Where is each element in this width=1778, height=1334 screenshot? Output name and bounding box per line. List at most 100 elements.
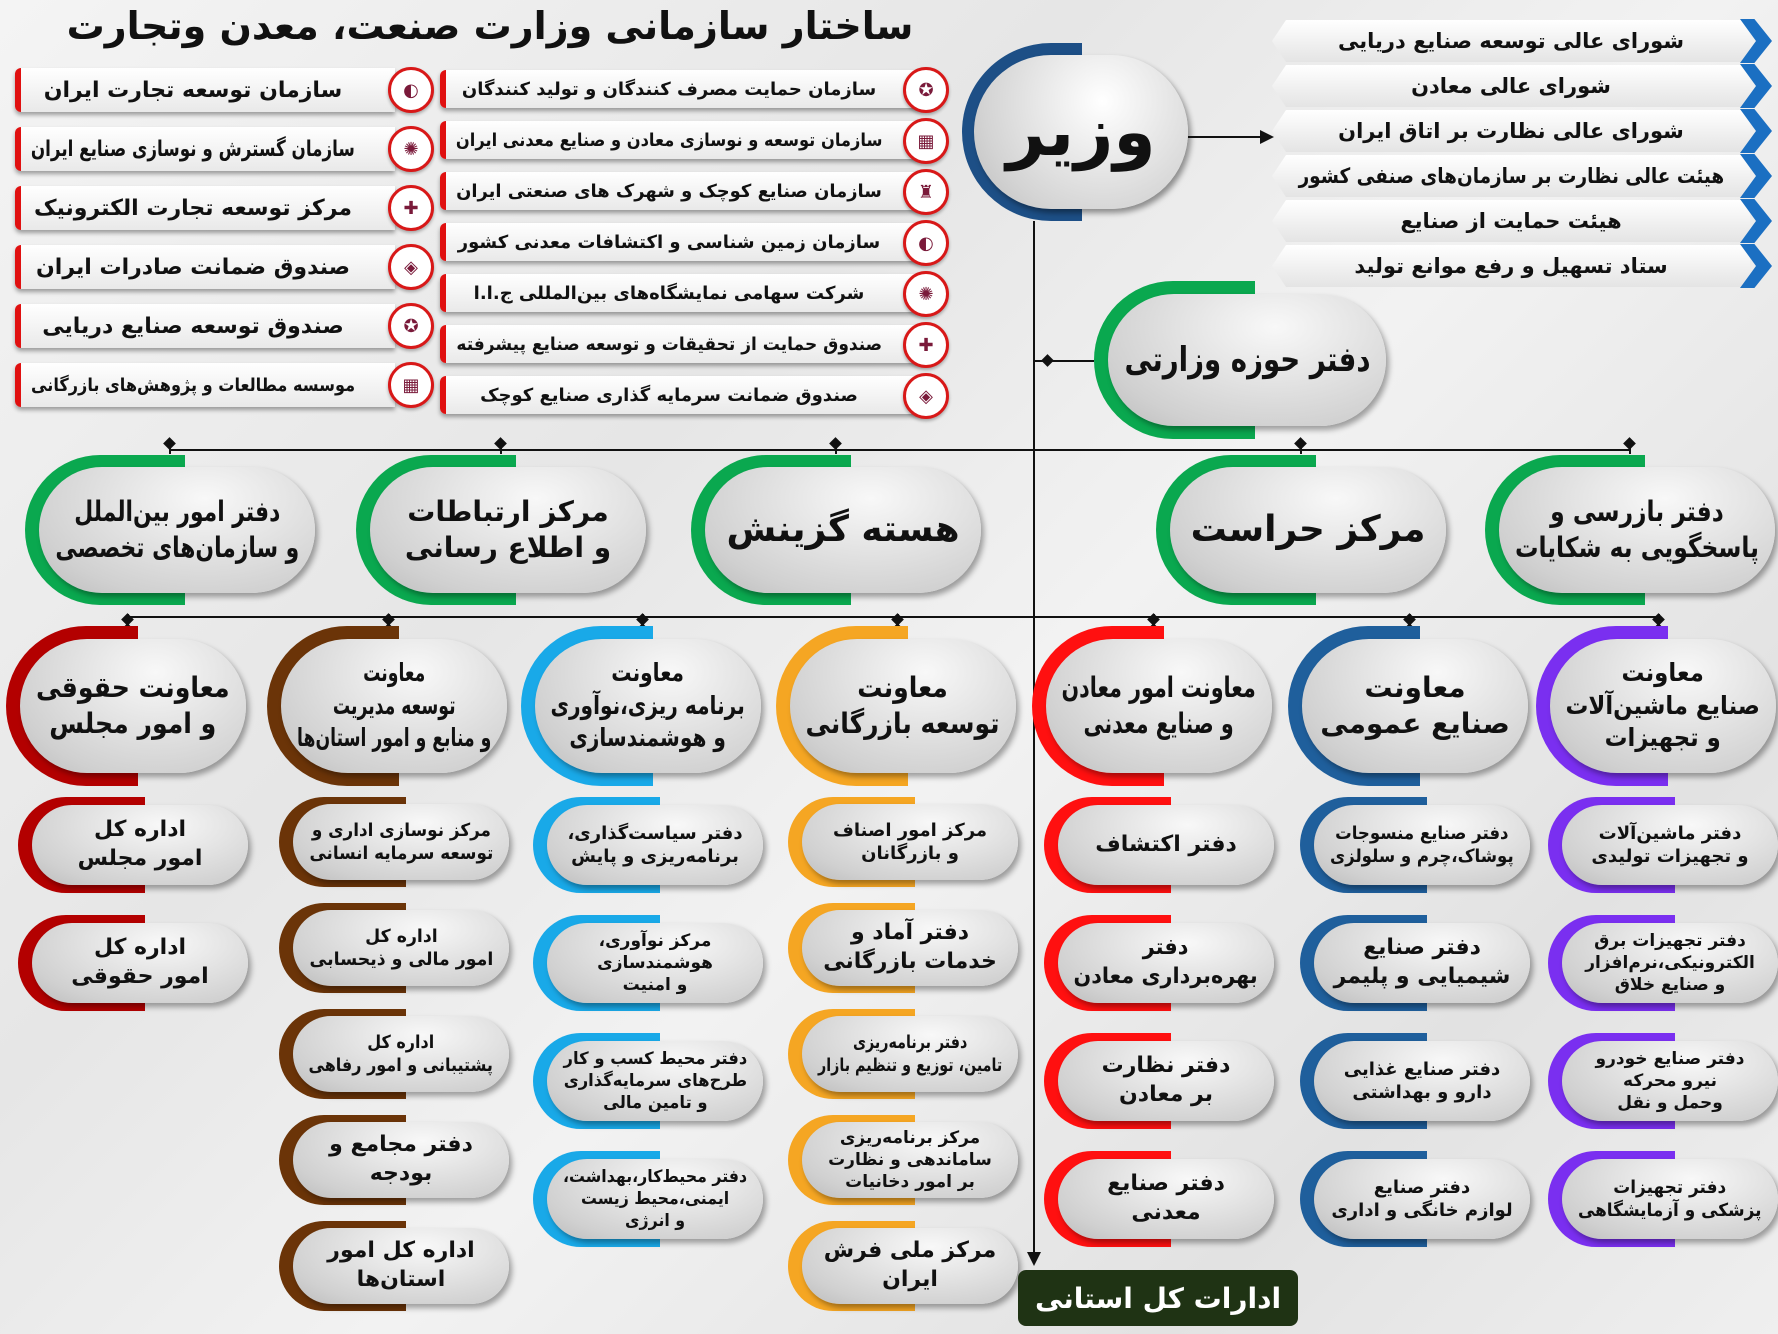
deputy-box[interactable]: معاونت امور معادن و صنایع معدنی bbox=[1032, 626, 1272, 786]
staff-unit-box[interactable]: مرکز حراست bbox=[1156, 455, 1446, 605]
organization-logo-icon: ♜ bbox=[903, 169, 949, 215]
organization-item[interactable]: سازمان توسعه تجارت ایران bbox=[15, 68, 395, 112]
deputy-box-label: معاونت توسعه بازرگانی bbox=[790, 638, 1016, 774]
department-box[interactable]: مرکز نوآوری، هوشمندسازی و امنیت bbox=[533, 915, 763, 1011]
organization-item[interactable]: صندوق ضمانت صادرات ایران bbox=[15, 245, 395, 289]
department-box-label: دفتر اکتشاف bbox=[1058, 804, 1274, 886]
department-box-text: دفتر محیط کسب و کار طرح‌های سرمایه‌گذاری… bbox=[563, 1048, 747, 1114]
department-box[interactable]: اداره کل امور استان‌ها bbox=[279, 1221, 509, 1311]
organization-name: صندوق ضمانت سرمایه گذاری صنایع کوچک bbox=[480, 384, 858, 406]
deputy-box-label: معاونت امور معادن و صنایع معدنی bbox=[1046, 638, 1272, 774]
organization-name: سازمان صنایع کوچک و شهرک های صنعتی ایران bbox=[456, 180, 882, 202]
deputy-box[interactable]: معاونت توسعه بازرگانی bbox=[776, 626, 1016, 786]
department-box[interactable]: مرکز نوسازی اداری و توسعه سرمایه انسانی bbox=[279, 797, 509, 887]
department-box[interactable]: اداره کل امور حقوقی bbox=[18, 915, 248, 1011]
department-box[interactable]: مرکز امور اصناف و بازرگانان bbox=[788, 797, 1018, 887]
department-box-text: اداره کل امور مالی و ذیحسابی bbox=[309, 925, 493, 970]
council-item[interactable]: شورای عالی توسعه صنایع دریایی bbox=[1272, 20, 1750, 62]
department-box[interactable]: دفتر سیاست‌گذاری، برنامه‌ریزی و پایش bbox=[533, 797, 763, 893]
organization-item[interactable]: موسسه مطالعات و پژوهش‌های بازرگانی bbox=[15, 363, 395, 407]
department-box[interactable]: مرکز ملی فرش ایران bbox=[788, 1221, 1018, 1311]
deputy-box[interactable]: معاونت صنایع عمومی bbox=[1288, 626, 1528, 786]
deputy-box[interactable]: معاونت حقوقی و امور مجلس bbox=[6, 626, 246, 786]
organization-item[interactable]: سازمان زمین شناسی و اکتشافات معدنی کشور bbox=[440, 223, 922, 261]
department-box-label: اداره کل پشتیبانی و امور رفاهی bbox=[293, 1016, 509, 1092]
connector-diamond-icon bbox=[494, 437, 507, 450]
department-box-text: دفتر محیط‌کار،بهداشت، ایمنی،محیط زیست و … bbox=[562, 1166, 748, 1232]
department-box[interactable]: دفتر برنامه‌ریزی تامین، توزیع و تنظیم با… bbox=[788, 1009, 1018, 1099]
department-box[interactable]: دفتر بهره‌برداری معادن bbox=[1044, 915, 1274, 1011]
provincial-offices-box[interactable]: ادارات کل استانی bbox=[1018, 1270, 1298, 1326]
organization-item[interactable]: صندوق ضمانت سرمایه گذاری صنایع کوچک bbox=[440, 376, 922, 414]
department-box-label: دفتر صنایع معدنی bbox=[1058, 1158, 1274, 1240]
department-box[interactable]: دفتر محیط‌کار،بهداشت، ایمنی،محیط زیست و … bbox=[533, 1151, 763, 1247]
department-box[interactable]: دفتر آماد و خدمات بازرگانی bbox=[788, 903, 1018, 993]
department-box[interactable]: اداره کل پشتیبانی و امور رفاهی bbox=[279, 1009, 509, 1099]
department-box-label: دفتر محیط‌کار،بهداشت، ایمنی،محیط زیست و … bbox=[547, 1158, 763, 1240]
organization-item[interactable]: مرکز توسعه تجارت الکترونیک bbox=[15, 186, 395, 230]
department-box[interactable]: اداره کل امور مالی و ذیحسابی bbox=[279, 903, 509, 993]
organization-logo-icon: ✺ bbox=[903, 271, 949, 317]
organization-item[interactable]: سازمان حمایت مصرف کنندگان و تولید کنندگا… bbox=[440, 70, 922, 108]
provincial-offices-text: ادارات کل استانی bbox=[1034, 1281, 1282, 1315]
department-box[interactable]: دفتر صنایع منسوجات پوشاک،چرم و سلولزی bbox=[1300, 797, 1530, 893]
organization-logo-icon: ✚ bbox=[903, 322, 949, 368]
department-box[interactable]: دفتر صنایع شیمیایی و پلیمر bbox=[1300, 915, 1530, 1011]
organization-logo-icon: ✚ bbox=[388, 185, 434, 231]
organization-item[interactable]: سازمان توسعه و نوسازی معادن و صنایع معدن… bbox=[440, 121, 922, 159]
organization-item[interactable]: صندوق توسعه صنایع دریایی bbox=[15, 304, 395, 348]
department-box[interactable]: دفتر صنایع معدنی bbox=[1044, 1151, 1274, 1247]
organization-item[interactable]: سازمان گسترش و نوسازی صنایع ایران bbox=[15, 127, 395, 171]
council-name: هیئت عالی نظارت بر سازمان‌های صنفی کشور bbox=[1298, 164, 1724, 188]
staff-unit-box[interactable]: دفتر امور بین‌الملل و سازمان‌های تخصصی bbox=[25, 455, 315, 605]
deputy-box[interactable]: معاونت برنامه ریزی،نوآوری و هوشمندسازی bbox=[521, 626, 761, 786]
council-item[interactable]: ستاد تسهیل و رفع موانع تولید bbox=[1272, 245, 1750, 287]
organization-item[interactable]: سازمان صنایع کوچک و شهرک های صنعتی ایران bbox=[440, 172, 922, 210]
department-box[interactable]: اداره کل امور مجلس bbox=[18, 797, 248, 893]
deputy-box[interactable]: معاونت صنایع ماشین‌آلات و تجهیزات bbox=[1536, 626, 1776, 786]
department-box[interactable]: دفتر اکتشاف bbox=[1044, 797, 1274, 893]
department-box-label: مرکز برنامه‌ریزی ساماندهی و نظارت بر امو… bbox=[802, 1122, 1018, 1198]
deputy-box-label: معاونت صنایع ماشین‌آلات و تجهیزات bbox=[1550, 638, 1776, 774]
organization-item[interactable]: شرکت سهامی نمایشگاه‌های بین‌المللی ج.ا.ا bbox=[440, 274, 922, 312]
department-box-label: دفتر نظارت بر معادن bbox=[1058, 1040, 1274, 1122]
department-box[interactable]: دفتر تجهیزات برق الکترونیکی،نرم‌افزار و … bbox=[1548, 915, 1778, 1011]
council-item[interactable]: شورای عالی معادن bbox=[1272, 65, 1750, 107]
organization-name: مرکز توسعه تجارت الکترونیک bbox=[33, 195, 353, 221]
department-box[interactable]: دفتر صنایع لوازم خانگی و اداری bbox=[1300, 1151, 1530, 1247]
department-box-label: دفتر سیاست‌گذاری، برنامه‌ریزی و پایش bbox=[547, 804, 763, 886]
deputy-box-text: معاونت توسعه بازرگانی bbox=[805, 670, 1001, 740]
council-item[interactable]: هیئت عالی نظارت بر سازمان‌های صنفی کشور bbox=[1272, 155, 1750, 197]
staff-unit-box-label: مرکز ارتباطات و اطلاع رسانی bbox=[370, 467, 646, 593]
department-box[interactable]: دفتر نظارت بر معادن bbox=[1044, 1033, 1274, 1129]
arrow-head-icon bbox=[1027, 1252, 1041, 1266]
council-name: شورای عالی معادن bbox=[1411, 74, 1611, 98]
deputy-box[interactable]: معاونت توسعه مدیریت و منابع و امور استان… bbox=[267, 626, 507, 786]
connector-diamond-icon bbox=[1623, 437, 1636, 450]
department-box[interactable]: دفتر محیط کسب و کار طرح‌های سرمایه‌گذاری… bbox=[533, 1033, 763, 1129]
connector-diamond-icon bbox=[1294, 437, 1307, 450]
council-item[interactable]: هیئت حمایت از صنایع bbox=[1272, 200, 1750, 242]
department-box[interactable]: دفتر صنایع غذایی دارو و بهداشتی bbox=[1300, 1033, 1530, 1129]
department-box-label: اداره کل امور حقوقی bbox=[32, 922, 248, 1004]
department-box[interactable]: دفتر ماشین‌آلات و تجهیزات تولیدی bbox=[1548, 797, 1778, 893]
department-box[interactable]: دفتر تجهیزات پزشکی و آزمایشگاهی bbox=[1548, 1151, 1778, 1247]
page-title: ساختار سازمانی وزارت صنعت، معدن وتجارت bbox=[40, 0, 940, 52]
department-box-label: دفتر صنایع غذایی دارو و بهداشتی bbox=[1314, 1040, 1530, 1122]
department-box-text: دفتر نظارت بر معادن bbox=[1101, 1053, 1231, 1107]
department-box-text: دفتر مجامع و بودجه bbox=[329, 1132, 473, 1186]
staff-unit-box-label: مرکز حراست bbox=[1170, 467, 1446, 593]
staff-unit-box[interactable]: مرکز ارتباطات و اطلاع رسانی bbox=[356, 455, 646, 605]
minister-office-box[interactable]: دفتر حوزه وزارتی bbox=[1094, 281, 1386, 439]
department-box-text: دفتر برنامه‌ریزی تامین، توزیع و تنظیم با… bbox=[817, 1031, 1003, 1076]
department-box-text: دفتر تجهیزات پزشکی و آزمایشگاهی bbox=[1578, 1176, 1762, 1221]
department-box[interactable]: دفتر صنایع خودرو نیرو محرکه وحمل و نقل bbox=[1548, 1033, 1778, 1129]
staff-unit-box[interactable]: دفتر بازرسی و پاسخگویی به شکایات bbox=[1485, 455, 1775, 605]
council-item[interactable]: شورای عالی نظارت بر اتاق ایران bbox=[1272, 110, 1750, 152]
department-box[interactable]: دفتر مجامع و بودجه bbox=[279, 1115, 509, 1205]
department-box[interactable]: مرکز برنامه‌ریزی ساماندهی و نظارت بر امو… bbox=[788, 1115, 1018, 1205]
minister-box[interactable]: وزیر bbox=[962, 43, 1188, 221]
staff-unit-box[interactable]: هسته گزینش bbox=[691, 455, 981, 605]
organization-item[interactable]: صندوق حمایت از تحقیقات و توسعه صنایع پیش… bbox=[440, 325, 922, 363]
department-box-label: دفتر بهره‌برداری معادن bbox=[1058, 922, 1274, 1004]
